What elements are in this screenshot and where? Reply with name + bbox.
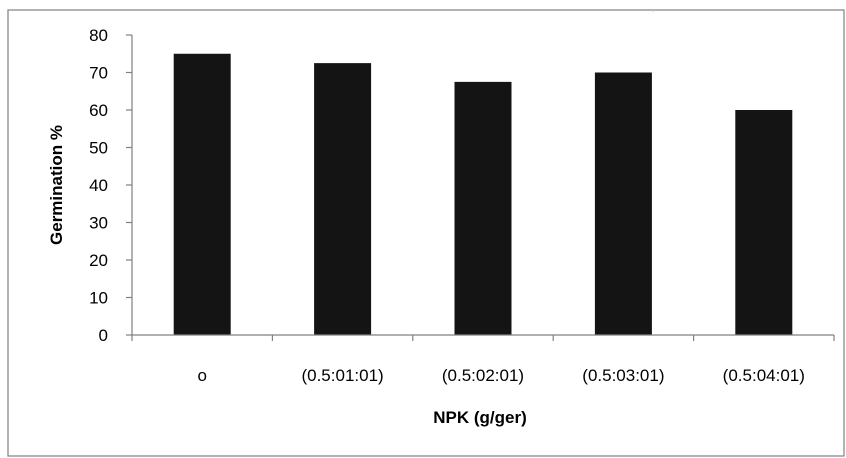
bar-3 <box>454 81 512 335</box>
y-tick-label: 70 <box>89 64 108 83</box>
x-tick-label: (0.5:04:01) <box>723 366 805 385</box>
y-tick-label: 0 <box>99 326 108 345</box>
y-tick-label: 40 <box>89 176 108 195</box>
x-tick-label: (0.5:02:01) <box>442 366 524 385</box>
bars <box>173 53 793 335</box>
x-axis-title: NPK (g/ger) <box>433 408 527 427</box>
x-tick-label: (0.5:01:01) <box>301 366 383 385</box>
bar-5 <box>735 110 793 335</box>
y-tick-label: 50 <box>89 139 108 158</box>
bar-2 <box>314 63 372 335</box>
bar-1 <box>173 53 231 335</box>
y-axis-title: Germination % <box>47 125 66 245</box>
x-tick-label: o <box>197 366 206 385</box>
y-axis: 0 10 20 30 40 50 60 70 80 <box>89 26 133 345</box>
x-tick-label: (0.5:03:01) <box>582 366 664 385</box>
y-tick-label: 80 <box>89 26 108 45</box>
bar-4 <box>594 72 652 335</box>
y-tick-label: 60 <box>89 101 108 120</box>
chart-border <box>7 9 845 457</box>
y-tick-label: 30 <box>89 214 108 233</box>
y-tick-label: 20 <box>89 251 108 270</box>
y-tick-label: 10 <box>89 289 108 308</box>
x-axis: o (0.5:01:01) (0.5:02:01) (0.5:03:01) (0.5:0… <box>131 334 835 385</box>
